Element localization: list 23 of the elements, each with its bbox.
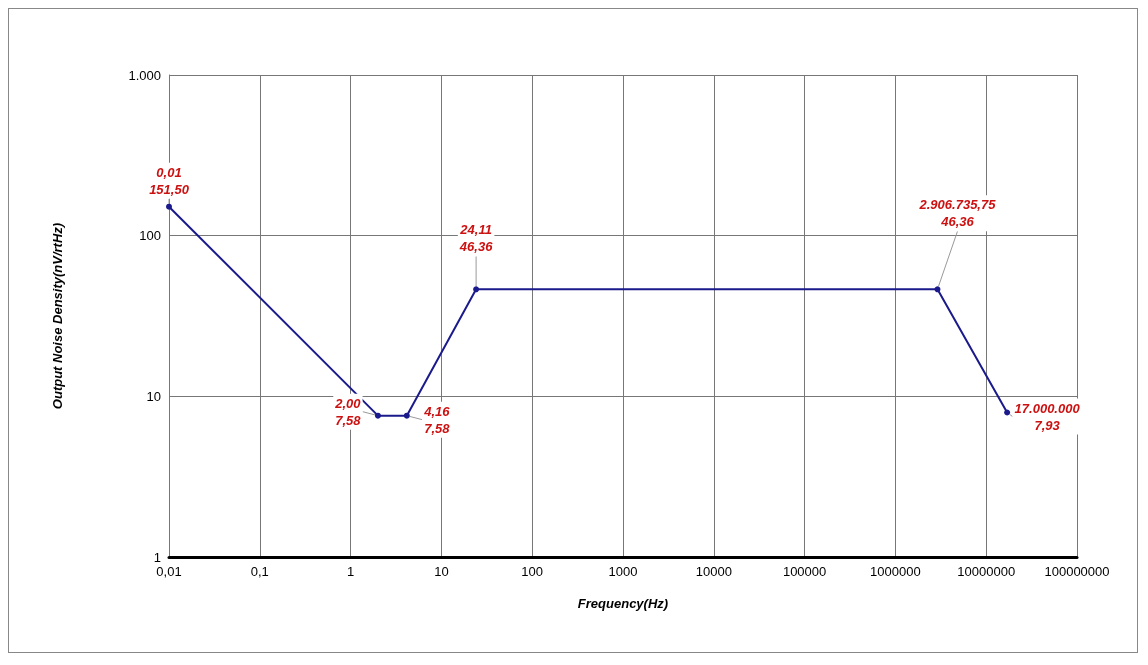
data-label: 2.906.735,75 46,36 [918,197,997,230]
data-label: 4,16 7,58 [423,403,451,436]
x-tick-label: 0,01 [156,564,182,579]
data-label: 24,11 46,36 [458,222,494,255]
x-tick-label: 10000000 [957,564,1016,579]
y-tick-label: 100 [139,228,161,244]
x-tick-label: 10000 [695,564,732,579]
x-tick-label: 1 [346,564,355,579]
x-tick-label: 1000 [608,564,638,579]
y-tick-label: 1 [153,549,161,565]
data-label: 0,01 151,50 [149,164,190,197]
y-tick-label: 10 [146,388,161,404]
data-label: 17.000.000 7,93 [1014,400,1081,433]
x-tick-label: 100000000 [1044,564,1110,579]
y-axis-title: Output Noise Density(nV/rtHz) [50,222,65,410]
x-tick-label: 100000 [782,564,827,579]
data-label: 2,00 7,58 [334,395,362,428]
x-axis-title: Frequency(Hz) [577,596,669,611]
x-tick-label: 10 [434,564,449,579]
x-tick-label: 100 [521,564,544,579]
x-tick-label: 0,1 [250,564,269,579]
y-tick-label: 1.000 [128,67,161,83]
x-tick-label: 1000000 [870,564,921,579]
